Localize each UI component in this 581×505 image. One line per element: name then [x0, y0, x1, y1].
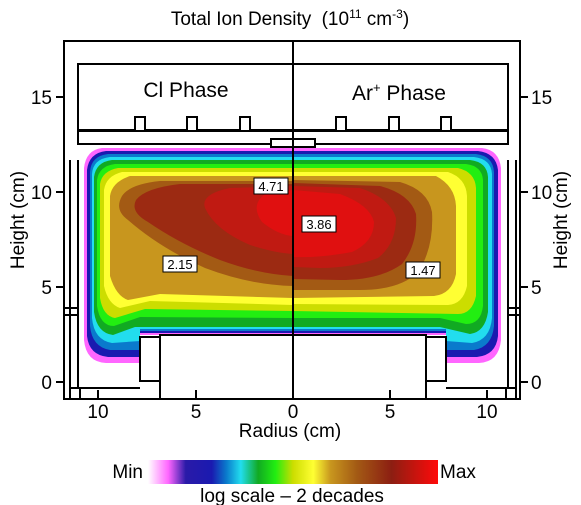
focus-ring-right	[426, 337, 446, 381]
y-tick-label: 10	[31, 183, 52, 204]
ar-phase-label: Ar+ Phase	[352, 80, 446, 105]
y-axis-right: 0 5 10 15 Height (cm)	[520, 88, 572, 394]
title-units-sup1: 11	[349, 7, 362, 21]
y-tick-label: 10	[531, 183, 552, 204]
focus-ring-left	[140, 337, 160, 381]
y-tick-label: 5	[41, 278, 52, 299]
ar-phase-label-rest: Phase	[381, 82, 446, 105]
coil-turn	[389, 117, 399, 131]
x-tick-label: 5	[191, 402, 202, 423]
y-tick-label: 0	[41, 373, 52, 394]
coil-turn	[441, 117, 451, 131]
y-axis-right-title: Height (cm)	[551, 171, 572, 269]
title-units-suffix: )	[403, 9, 409, 30]
ar-density-contours	[293, 148, 501, 363]
contour-label-right-peak: 3.86	[306, 217, 331, 232]
cl-phase-label: Cl Phase	[143, 79, 228, 102]
colorbar	[148, 460, 438, 484]
contour-label-left-peak: 4.71	[258, 179, 283, 194]
ar-phase-label-base: Ar	[352, 82, 373, 105]
coil-turn	[187, 117, 197, 131]
contour-label-left-mid: 2.15	[167, 257, 192, 272]
coil-turn	[336, 117, 346, 131]
x-tick-label: 10	[87, 402, 108, 423]
y-tick-label: 15	[31, 88, 52, 109]
colorbar-min-label: Min	[112, 462, 143, 483]
x-tick-label: 0	[288, 402, 299, 423]
x-tick-label: 10	[476, 402, 497, 423]
title-units-mid: cm	[362, 9, 393, 30]
figure-title: Total Ion Density (1011 cm-3)	[171, 7, 409, 30]
y-tick-label: 15	[531, 88, 552, 109]
y-tick-label: 5	[531, 278, 542, 299]
colorbar-max-label: Max	[440, 462, 476, 483]
coil-turn	[135, 117, 145, 131]
colorbar-caption: log scale – 2 decades	[200, 486, 384, 505]
title-units-sup2: -3	[392, 7, 403, 21]
coil-turn	[240, 117, 250, 131]
y-axis-left-title: Height (cm)	[8, 171, 29, 269]
title-text: Total Ion Density	[171, 9, 312, 30]
y-tick-label: 0	[531, 373, 542, 394]
x-axis-title: Radius (cm)	[239, 421, 341, 442]
title-units-prefix: (10	[322, 9, 349, 30]
contour-label-right-mid: 1.47	[410, 263, 435, 278]
y-axis-left: 0 5 10 15 Height (cm)	[8, 88, 64, 394]
ar-phase-label-sup: +	[373, 80, 381, 95]
x-tick-label: 5	[385, 402, 396, 423]
